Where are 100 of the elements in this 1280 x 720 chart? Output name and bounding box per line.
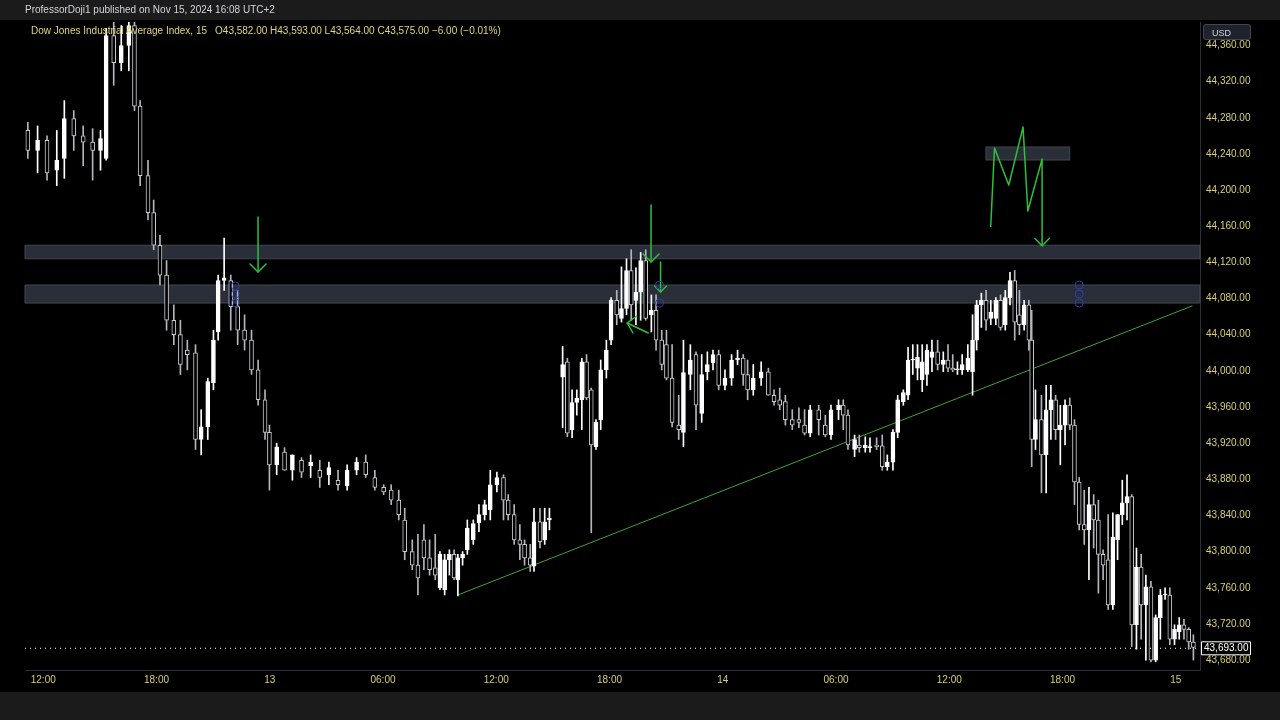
candlestick xyxy=(501,474,506,521)
candlestick xyxy=(688,344,693,391)
candlestick xyxy=(1081,489,1087,545)
candlestick xyxy=(970,314,975,396)
candlestick xyxy=(560,346,565,429)
y-tick-label: 44,000.00 xyxy=(1206,364,1251,376)
x-tick-label: 18:00 xyxy=(597,673,623,685)
annotation: O43,582.00 H43,593.00 L43,564.00 C43,575.00 −6.00 (−0.01%) xyxy=(215,25,501,36)
candlestick xyxy=(442,553,447,596)
candlestick xyxy=(895,394,901,439)
candlestick xyxy=(90,128,95,181)
candlestick xyxy=(699,354,705,423)
candlestick xyxy=(716,349,722,391)
candlestick xyxy=(527,544,533,572)
candlestick xyxy=(802,409,807,436)
candlestick xyxy=(482,499,487,521)
candlestick xyxy=(867,437,873,453)
y-tick-label: 43,840.00 xyxy=(1206,509,1251,521)
candlestick xyxy=(796,407,802,429)
y-tick-label: 44,040.00 xyxy=(1206,328,1251,340)
candlestick xyxy=(676,394,682,440)
candlestick xyxy=(464,519,470,555)
candlestick xyxy=(1172,624,1177,646)
candlestick xyxy=(649,294,654,333)
candlestick xyxy=(193,344,198,450)
y-tick-label: 44,200.00 xyxy=(1206,183,1251,195)
candlestick xyxy=(35,125,40,174)
x-tick-label: 06:00 xyxy=(823,673,849,685)
candlestick xyxy=(460,551,465,566)
y-tick-label: 44,280.00 xyxy=(1206,111,1251,123)
candlestick xyxy=(54,130,60,186)
candlestick xyxy=(1033,389,1038,450)
y-tick-label: 43,680.00 xyxy=(1206,653,1251,665)
candlestick xyxy=(935,339,940,371)
candlestick xyxy=(1091,494,1096,549)
x-tick-label: 18:00 xyxy=(1050,673,1076,685)
candlestick xyxy=(282,447,287,471)
y-tick-label: 44,240.00 xyxy=(1206,147,1251,159)
y-tick-label: 43,920.00 xyxy=(1206,436,1251,448)
candlestick xyxy=(852,434,857,458)
text: ProfessorDoji1 published on Nov 15, 2024 16:08 UTC+2 xyxy=(0,0,1280,20)
candlestick xyxy=(290,454,295,481)
candlestick xyxy=(185,339,190,371)
candlestick xyxy=(211,329,216,391)
candlestick xyxy=(427,539,432,576)
candlestick xyxy=(979,292,984,328)
candlestick xyxy=(178,319,183,375)
candlestick xyxy=(643,249,649,321)
candlestick xyxy=(151,199,156,251)
candlestick xyxy=(98,130,103,171)
candlestick xyxy=(604,339,609,379)
candlestick xyxy=(381,484,386,495)
candlestick xyxy=(1053,394,1058,440)
candlestick xyxy=(274,442,279,476)
candlestick xyxy=(447,549,452,576)
candlestick xyxy=(1191,634,1196,661)
x-tick-label: 06:00 xyxy=(370,673,396,685)
candlestick xyxy=(1039,394,1044,494)
y-tick-label: 44,320.00 xyxy=(1206,75,1251,87)
candlestick xyxy=(1096,499,1101,594)
x-tick-label: 12:00 xyxy=(30,673,57,685)
candlestick xyxy=(1162,587,1168,600)
candlestick xyxy=(619,266,624,323)
y-tick-label: 44,160.00 xyxy=(1206,220,1251,231)
candlestick xyxy=(998,294,1003,331)
text: USD xyxy=(1203,24,1251,40)
candlestick xyxy=(638,252,643,321)
x-tick-label: 18:00 xyxy=(143,673,170,685)
candlestick xyxy=(1186,627,1192,650)
candlestick xyxy=(267,424,272,491)
candlestick xyxy=(235,290,240,345)
candlestick xyxy=(766,367,771,396)
y-tick-label: 43,720.00 xyxy=(1206,617,1251,629)
candlestick xyxy=(164,260,169,331)
candlestick xyxy=(974,300,979,351)
y-tick-label: 44,080.00 xyxy=(1206,292,1251,304)
x-tick-label: 15 xyxy=(1170,673,1182,685)
candlestick xyxy=(705,351,710,381)
x-tick-label: 12:00 xyxy=(936,673,963,685)
y-tick-label: 43,760.00 xyxy=(1206,581,1251,593)
y-tick-label: 44,120.00 xyxy=(1206,256,1251,268)
candlestick xyxy=(1072,419,1077,505)
candlestick xyxy=(955,361,960,375)
candlestick xyxy=(910,344,916,375)
candlestick xyxy=(249,329,254,375)
candlestick xyxy=(729,354,734,386)
candlestick xyxy=(61,100,67,179)
ref-line-label: 43,693.00 xyxy=(1204,642,1249,654)
candlestick xyxy=(664,329,669,381)
y-tick-label: 43,800.00 xyxy=(1206,545,1251,557)
candlestick xyxy=(299,457,304,478)
candlestick xyxy=(783,394,788,426)
candlestick xyxy=(681,339,686,448)
y-tick-label: 43,960.00 xyxy=(1206,400,1251,412)
x-tick-label: 14 xyxy=(717,673,729,685)
candlestick xyxy=(221,237,227,291)
candlestick xyxy=(432,534,438,580)
y-tick-label: 44,360.00 xyxy=(1206,39,1251,51)
candlestick xyxy=(565,357,570,438)
y-tick-label: 43,880.00 xyxy=(1206,473,1251,485)
